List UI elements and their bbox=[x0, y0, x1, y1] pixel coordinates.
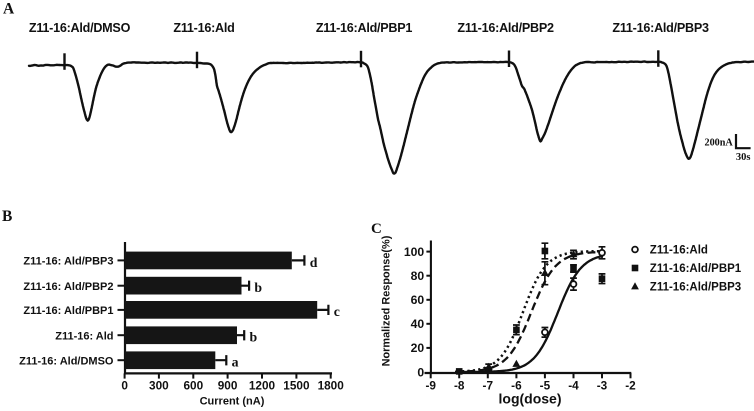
svg-text:0: 0 bbox=[121, 379, 128, 393]
svg-text:-4: -4 bbox=[568, 379, 579, 393]
svg-text:Z11-16:Ald/PBP1: Z11-16:Ald/PBP1 bbox=[316, 21, 413, 35]
svg-text:80: 80 bbox=[411, 269, 425, 283]
svg-text:1200: 1200 bbox=[249, 379, 276, 393]
svg-text:20: 20 bbox=[411, 341, 425, 355]
svg-text:A: A bbox=[3, 1, 15, 18]
svg-text:Z11-16:Ald/DMSO: Z11-16:Ald/DMSO bbox=[29, 21, 131, 35]
svg-text:Z11-16: Ald: Z11-16: Ald bbox=[55, 330, 113, 342]
svg-text:Z11-16: Ald/DMSO: Z11-16: Ald/DMSO bbox=[19, 355, 114, 367]
svg-text:Z11-16:Ald/PBP3: Z11-16:Ald/PBP3 bbox=[612, 21, 709, 35]
svg-text:B: B bbox=[2, 208, 12, 225]
svg-text:Z11-16: Ald/PBP1: Z11-16: Ald/PBP1 bbox=[23, 305, 113, 317]
svg-text:Z11-16:Ald/PBP2: Z11-16:Ald/PBP2 bbox=[457, 21, 554, 35]
svg-text:Normalized Response(%): Normalized Response(%) bbox=[381, 235, 393, 366]
svg-text:40: 40 bbox=[411, 317, 425, 331]
svg-text:Z11-16:Ald/PBP1: Z11-16:Ald/PBP1 bbox=[650, 263, 742, 275]
svg-text:c: c bbox=[334, 304, 340, 319]
svg-text:log(dose): log(dose) bbox=[499, 391, 562, 407]
svg-text:0: 0 bbox=[417, 365, 424, 379]
svg-text:Z11-16:Ald: Z11-16:Ald bbox=[650, 245, 708, 257]
svg-text:-9: -9 bbox=[425, 379, 436, 393]
svg-text:1500: 1500 bbox=[283, 379, 310, 393]
svg-text:-7: -7 bbox=[483, 379, 494, 393]
svg-text:-6: -6 bbox=[511, 379, 522, 393]
svg-text:Z11-16:Ald/PBP3: Z11-16:Ald/PBP3 bbox=[650, 282, 741, 294]
svg-text:b: b bbox=[254, 280, 262, 295]
svg-text:-5: -5 bbox=[540, 379, 551, 393]
svg-text:-3: -3 bbox=[597, 379, 608, 393]
svg-text:a: a bbox=[232, 355, 239, 370]
svg-text:-2: -2 bbox=[625, 379, 636, 393]
svg-text:d: d bbox=[310, 255, 318, 270]
svg-text:300: 300 bbox=[149, 379, 169, 393]
svg-text:Z11-16: Ald/PBP2: Z11-16: Ald/PBP2 bbox=[23, 281, 113, 293]
svg-text:Z11-16: Ald/PBP3: Z11-16: Ald/PBP3 bbox=[23, 256, 113, 268]
svg-text:-8: -8 bbox=[454, 379, 465, 393]
svg-text:1800: 1800 bbox=[318, 379, 345, 393]
svg-text:100: 100 bbox=[404, 245, 425, 259]
svg-text:200nA: 200nA bbox=[704, 138, 733, 149]
svg-text:Current (nA): Current (nA) bbox=[200, 396, 265, 408]
svg-text:600: 600 bbox=[183, 379, 203, 393]
svg-text:900: 900 bbox=[218, 379, 238, 393]
svg-text:C: C bbox=[371, 221, 382, 237]
svg-text:60: 60 bbox=[411, 293, 425, 307]
svg-text:Z11-16:Ald: Z11-16:Ald bbox=[173, 21, 234, 35]
svg-text:30s: 30s bbox=[736, 152, 751, 163]
svg-text:b: b bbox=[250, 330, 258, 345]
